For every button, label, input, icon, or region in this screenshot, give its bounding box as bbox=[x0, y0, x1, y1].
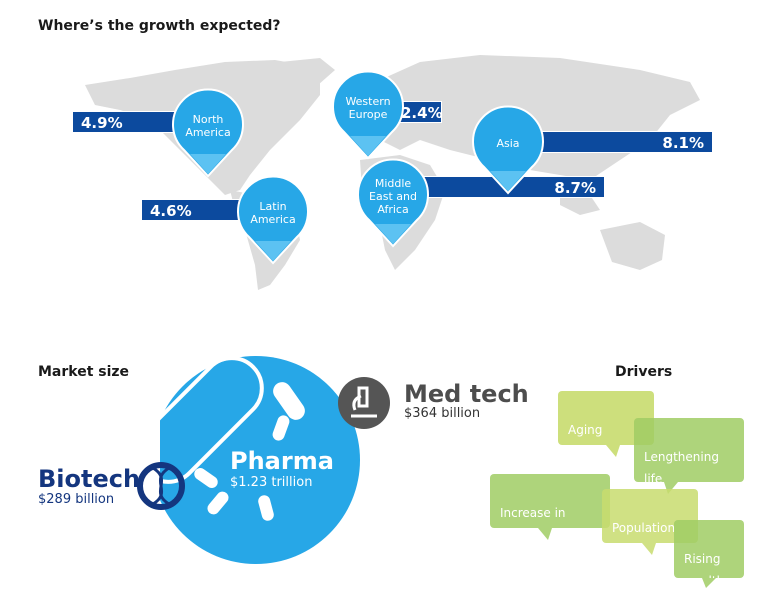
pin-label: Middle East and Africa bbox=[369, 176, 417, 216]
pharma-name: Pharma bbox=[230, 447, 334, 475]
biotech-value: $289 billion bbox=[38, 492, 115, 507]
map-pin-icon bbox=[237, 175, 309, 265]
map-pin-icon bbox=[472, 105, 544, 195]
pin-north-america[interactable]: North America bbox=[170, 88, 246, 178]
pharma-value: $1.23 trillion bbox=[230, 475, 313, 490]
pin-label: North America bbox=[185, 113, 231, 139]
medtech-name: Med tech bbox=[404, 380, 529, 408]
pin-label: Latin America bbox=[250, 200, 296, 226]
pin-middle-east-africa[interactable]: Middle East and Africa bbox=[355, 158, 431, 248]
medtech-value: $364 billion bbox=[404, 406, 481, 421]
driver-text: Aging population bbox=[568, 423, 632, 459]
pin-label: Asia bbox=[496, 136, 520, 150]
driver-text: Increase in chronic diseases bbox=[500, 506, 600, 542]
pill-icon bbox=[160, 356, 264, 484]
driver-bubble: Lengthening life expectancy bbox=[634, 418, 744, 508]
map-pin-icon bbox=[357, 158, 429, 248]
growth-title: Where’s the growth expected? bbox=[38, 18, 281, 34]
driver-bubble: Increase in chronic diseases bbox=[490, 474, 610, 542]
pin-western-europe[interactable]: Western Europe bbox=[330, 70, 406, 160]
market-title: Market size bbox=[38, 364, 130, 380]
dna-icon bbox=[137, 462, 185, 510]
small-pill-icon bbox=[194, 382, 305, 521]
microscope-icon bbox=[338, 377, 390, 429]
biotech-name: Biotech bbox=[38, 465, 141, 493]
map-pin-icon bbox=[332, 70, 404, 160]
driver-bubble: Rising wealth bbox=[674, 520, 744, 588]
map-pin-icon bbox=[172, 88, 244, 178]
pin-latin-america[interactable]: Latin America bbox=[235, 175, 311, 265]
pharma-circle bbox=[160, 356, 360, 564]
pin-asia[interactable]: Asia bbox=[470, 105, 546, 195]
growth-bar-asia: 8.1% bbox=[530, 131, 713, 153]
drivers-title: Drivers bbox=[615, 364, 673, 380]
pin-label: Western Europe bbox=[345, 95, 391, 121]
growth-bar-western-europe: 2.4% bbox=[392, 101, 443, 123]
